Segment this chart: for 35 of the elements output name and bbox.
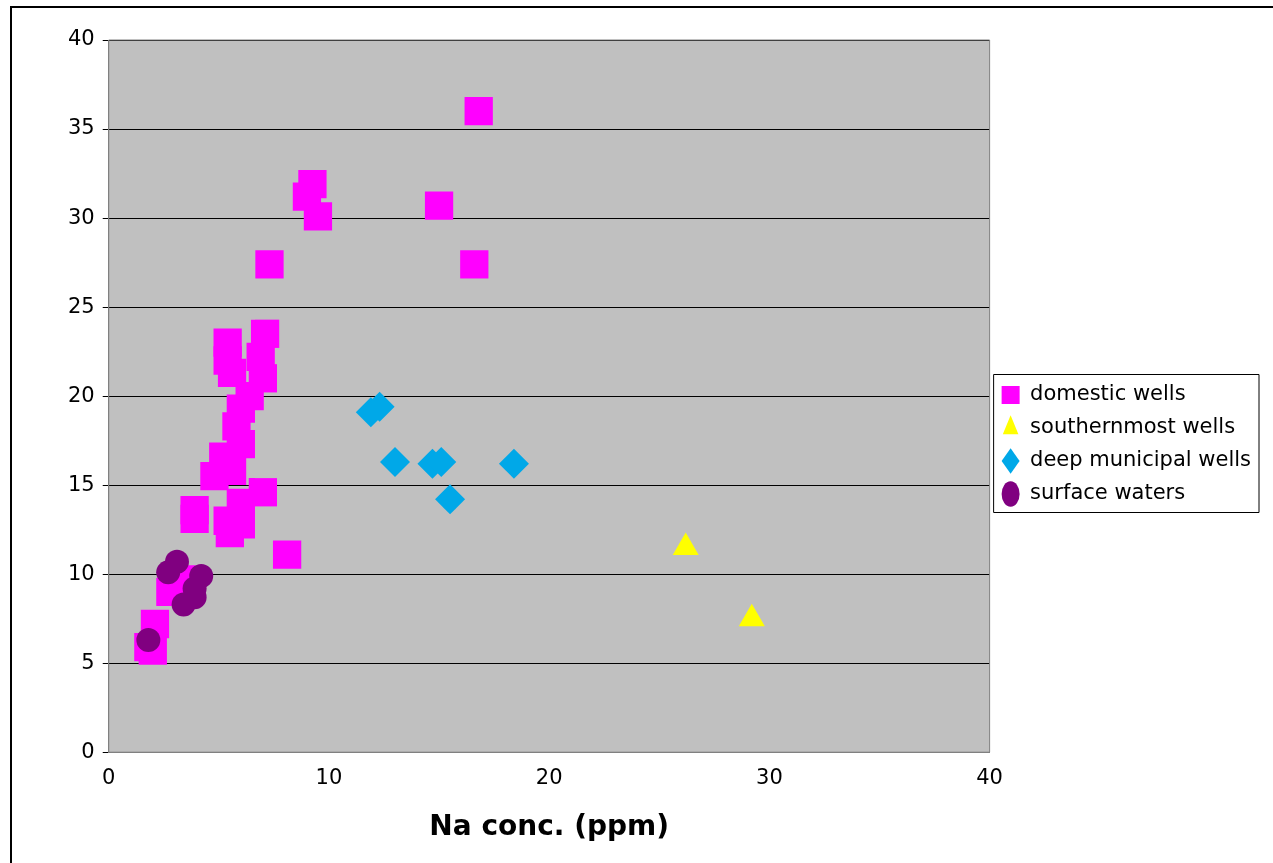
point [255, 250, 284, 279]
x-tick-label: 30 [756, 765, 783, 790]
legend-label: surface waters [1030, 480, 1186, 505]
point [298, 170, 327, 199]
x-tick-label: 20 [535, 765, 563, 790]
point [380, 446, 411, 477]
point [272, 540, 302, 569]
x-tick-label: 40 [976, 765, 1003, 790]
legend-label: domestic wells [1030, 381, 1186, 406]
point [303, 202, 333, 231]
y-tick-label: 25 [67, 293, 95, 318]
point [200, 462, 229, 491]
y-tick-label: 30 [67, 204, 95, 229]
legend-label: deep municipal wells [1030, 447, 1252, 472]
point [498, 448, 529, 479]
y-tick-label: 15 [67, 471, 95, 496]
y-tick-label: 40 [67, 26, 95, 51]
point [156, 560, 181, 585]
y-tick-label: 0 [81, 738, 95, 763]
x-tick-label: 0 [102, 765, 116, 790]
legend-label: southernmost wells [1030, 414, 1236, 439]
y-tick-label: 20 [67, 382, 95, 407]
y-tick-label: 35 [67, 115, 95, 140]
point [435, 484, 466, 515]
point [464, 97, 493, 126]
x-axis-title: Na conc. (ppm) [429, 809, 670, 843]
point [217, 358, 247, 388]
point [460, 250, 489, 279]
point [171, 592, 196, 617]
y-tick-label: 5 [81, 649, 95, 674]
point [424, 191, 454, 220]
point [136, 628, 161, 653]
x-tick-label: 10 [315, 765, 343, 790]
point [180, 504, 209, 534]
y-tick-label: 10 [67, 560, 95, 585]
